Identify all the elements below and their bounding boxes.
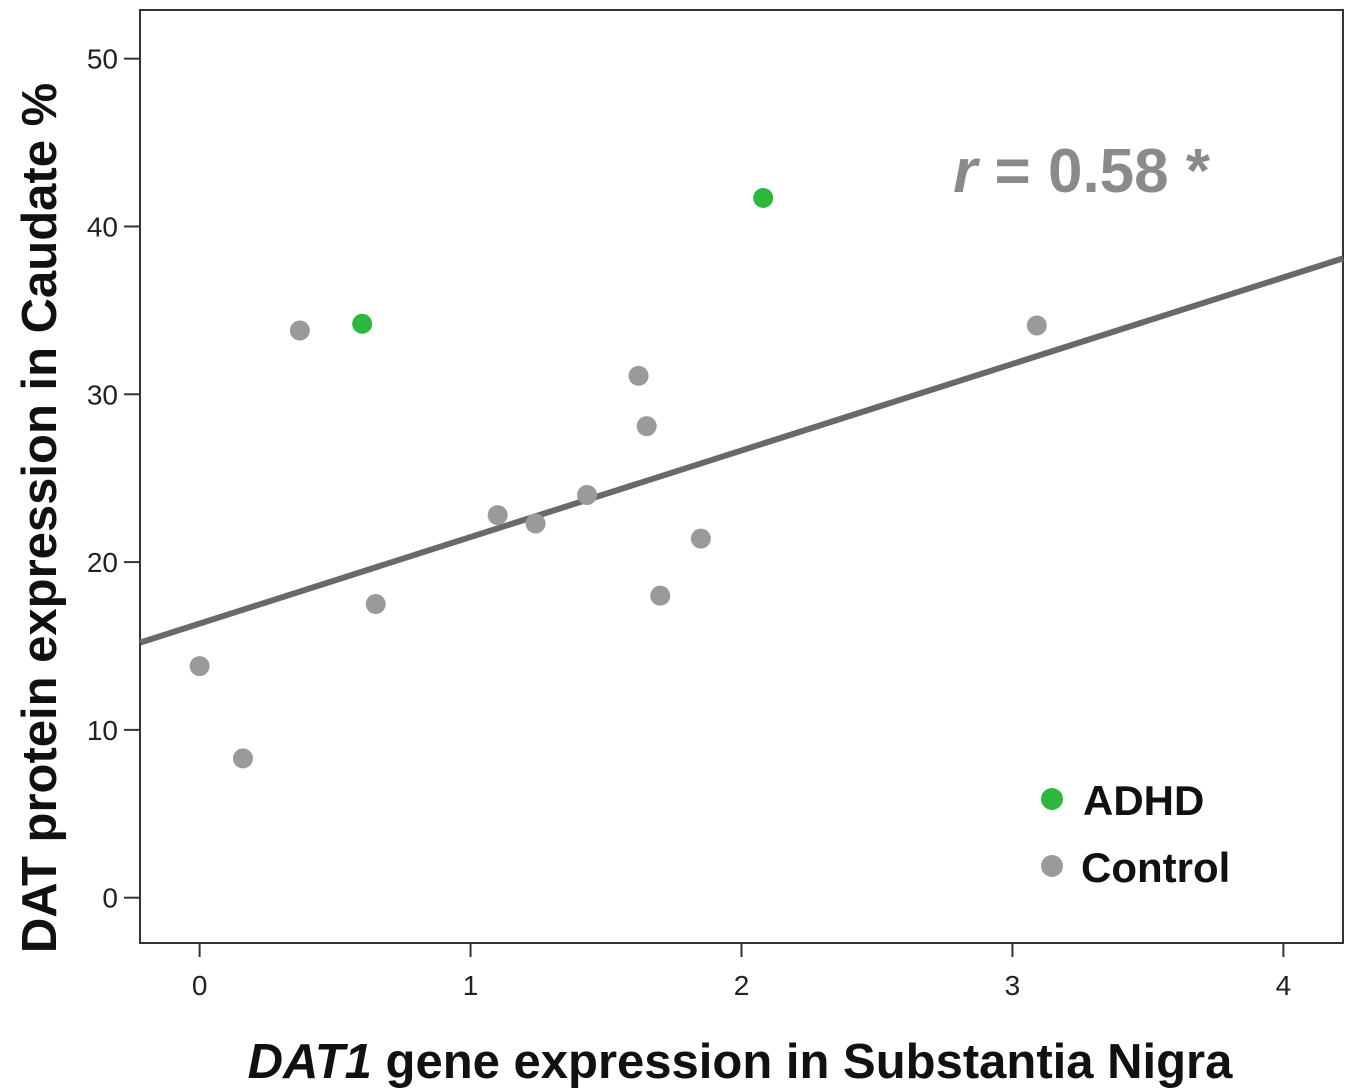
correlation-symbol: r (953, 137, 980, 206)
y-tick-label: 0 (102, 883, 118, 914)
y-tick-label: 30 (87, 379, 118, 410)
data-point-control (365, 594, 386, 615)
data-point-control (232, 748, 253, 769)
x-tick-label: 2 (734, 970, 750, 1001)
data-point-control (690, 528, 711, 549)
y-axis-title: DAT protein expression in Caudate % (13, 83, 67, 953)
x-axis-title-rest: gene expression in Substantia Nigra (372, 1035, 1233, 1089)
x-axis-ticks: 0 1 2 3 4 (192, 943, 1291, 1001)
correlation-value: = 0.58 * (977, 137, 1211, 206)
y-tick-label: 40 (87, 211, 118, 242)
y-tick-label: 10 (87, 715, 118, 746)
data-point-control (577, 484, 598, 505)
x-tick-label: 1 (463, 970, 479, 1001)
correlation-annotation: r = 0.58 * (953, 137, 1211, 206)
data-point-adhd (352, 313, 373, 334)
regression-line (139, 255, 1344, 646)
data-point-control (1026, 315, 1047, 336)
y-tick-label: 50 (87, 44, 118, 75)
x-tick-label: 0 (192, 970, 208, 1001)
legend-marker-adhd (1041, 788, 1063, 810)
data-point-control (636, 416, 657, 437)
data-point-control (487, 505, 508, 526)
x-axis-title-gene: DAT1 (248, 1035, 372, 1089)
data-points (189, 187, 1047, 769)
x-axis-title: DAT1 gene expression in Substantia Nigra (248, 1035, 1234, 1089)
legend-marker-control (1041, 855, 1063, 877)
data-point-control (525, 513, 546, 534)
x-tick-label: 3 (1005, 970, 1021, 1001)
legend-label-control: Control (1081, 844, 1230, 891)
data-point-control (650, 585, 671, 606)
data-point-control (628, 365, 649, 386)
data-point-adhd (753, 187, 774, 208)
legend: ADHD Control (1041, 777, 1230, 891)
legend-label-adhd: ADHD (1083, 777, 1204, 824)
y-tick-label: 20 (87, 547, 118, 578)
y-axis-ticks: 0 10 20 30 40 50 (87, 44, 140, 914)
data-point-control (189, 656, 210, 677)
data-point-control (289, 320, 310, 341)
x-tick-label: 4 (1276, 970, 1292, 1001)
